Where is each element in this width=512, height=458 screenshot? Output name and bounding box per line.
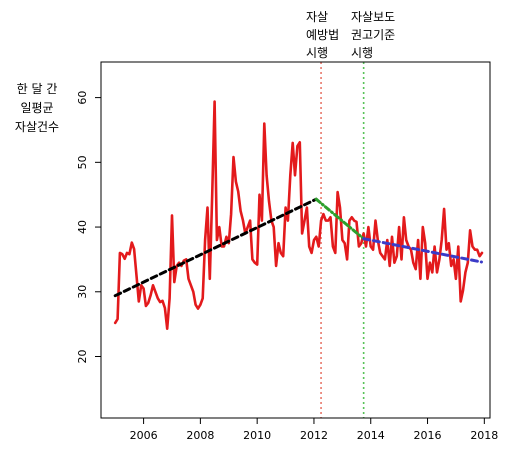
- plot-frame: [100, 61, 491, 419]
- y-axis-label-line-2: 일평균: [20, 101, 54, 115]
- y-tick-label-40: 40: [76, 220, 89, 234]
- annotation-suicide-prevention-act: 자살 예방법 시행: [306, 8, 339, 62]
- y-tick-label-60: 60: [76, 91, 89, 105]
- annotation-media-guideline: 자살보도 권고기준 시행: [351, 8, 395, 62]
- x-tick-label-2016: 2016: [414, 429, 442, 442]
- x-tick-label-2014: 2014: [357, 429, 385, 442]
- vertical-reference-lines: [320, 62, 365, 418]
- y-tick-label-20: 20: [76, 350, 89, 364]
- y-axis-label-line-3: 자살건수: [14, 120, 60, 134]
- x-tick-label-2012: 2012: [300, 429, 328, 442]
- x-tick-label-2006: 2006: [130, 429, 158, 442]
- trend-line-2: [314, 197, 366, 241]
- x-tick-label-2008: 2008: [186, 429, 214, 442]
- axes: 2006 2008 2010 2012 2014 2016 2018 20 30 40 50 60: [76, 61, 498, 442]
- y-axis-label: 한 달 간 일평균 자살건수: [4, 80, 70, 137]
- annotation-1-line-2: 예방법: [306, 28, 340, 42]
- annotation-2-line-1: 자살보도: [351, 10, 396, 24]
- trend-line-1: [113, 197, 318, 298]
- annotation-1-line-3: 시행: [306, 46, 329, 60]
- y-axis-label-line-1: 한 달 간: [16, 82, 58, 96]
- series-lines: [113, 100, 484, 331]
- monthly-series-line: [113, 100, 484, 331]
- trend-line-3: [362, 237, 483, 264]
- annotation-2-line-3: 시행: [351, 46, 374, 60]
- y-tick-label-30: 30: [76, 285, 89, 299]
- x-tick-label-2018: 2018: [470, 429, 498, 442]
- x-tick-label-2010: 2010: [243, 429, 271, 442]
- annotation-2-line-2: 권고기준: [351, 28, 396, 42]
- annotation-1-line-1: 자살: [306, 10, 329, 24]
- y-tick-label-50: 50: [76, 155, 89, 169]
